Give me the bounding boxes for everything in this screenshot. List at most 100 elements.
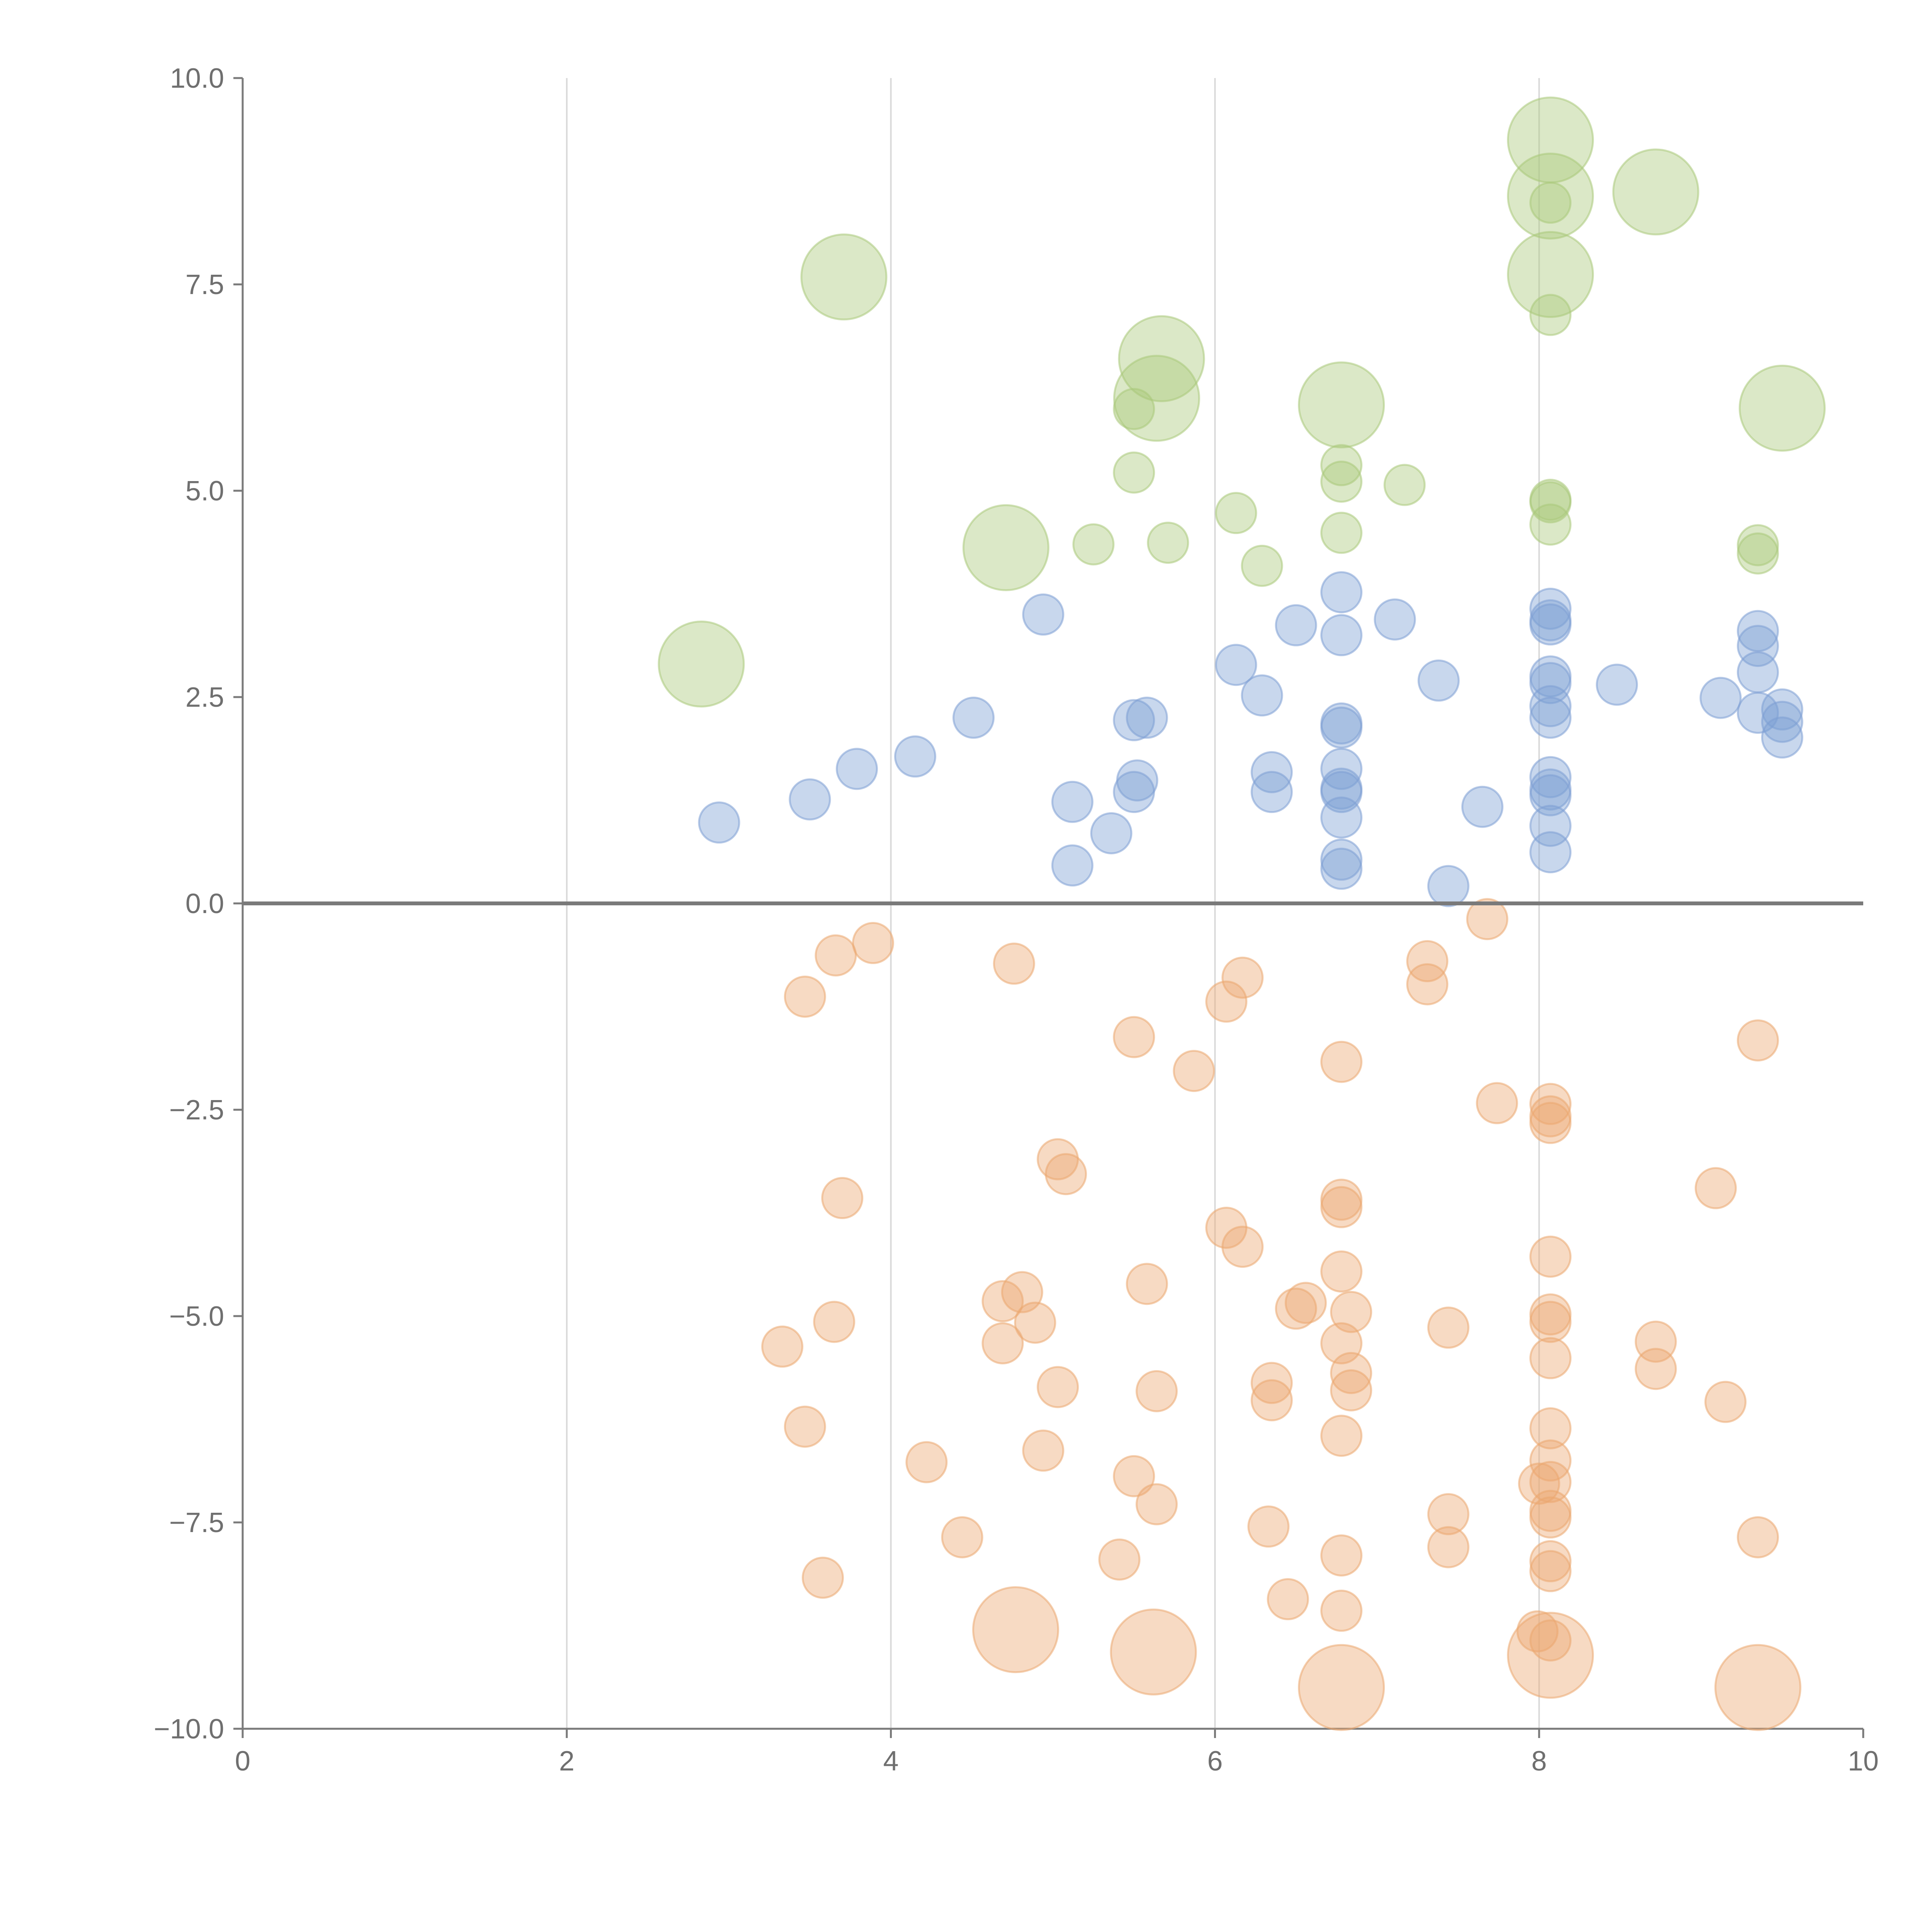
scatter-point-orange <box>784 1405 826 1448</box>
scatter-point-green <box>800 233 888 321</box>
scatter-point-orange <box>1014 1301 1056 1344</box>
scatter-point-orange <box>1476 1082 1518 1124</box>
scatter-point-orange <box>1529 1407 1572 1449</box>
scatter-point-orange <box>1320 1534 1363 1577</box>
scatter-point-blue <box>1529 662 1572 704</box>
scatter-point-orange <box>941 1516 983 1558</box>
scatter-point-green <box>1298 361 1385 449</box>
scatter-point-orange <box>1406 963 1449 1005</box>
scatter-point-green <box>1507 152 1594 240</box>
scatter-point-blue <box>1215 644 1257 686</box>
scatter-point-orange <box>1529 1337 1572 1379</box>
scatter-point-green <box>1113 451 1155 494</box>
y-tick-label: −5.0 <box>169 1301 224 1332</box>
scatter-point-green <box>1383 464 1426 506</box>
scatter-point-orange <box>1267 1578 1309 1621</box>
scatter-point-blue <box>952 696 995 739</box>
scatter-point-green <box>1529 503 1572 546</box>
scatter-point-orange <box>1704 1381 1747 1423</box>
scatter-point-green <box>1738 364 1826 452</box>
scatter-point-orange <box>1330 1352 1372 1394</box>
scatter-point-orange <box>815 934 857 977</box>
scatter-point-blue <box>894 735 937 778</box>
scatter-point-orange <box>1247 1505 1290 1548</box>
scatter-point-orange <box>1298 1644 1385 1731</box>
x-tick-label: 10 <box>1848 1746 1879 1777</box>
scatter-point-green <box>1529 294 1572 336</box>
scatter-point-green <box>1215 492 1257 534</box>
scatter-point-blue <box>1275 604 1317 646</box>
scatter-point-orange <box>1529 1540 1572 1582</box>
scatter-point-blue <box>1113 699 1155 742</box>
scatter-point-blue <box>1051 781 1094 823</box>
scatter-point-orange <box>1736 1019 1779 1062</box>
y-tick-label: 2.5 <box>185 682 224 713</box>
scatter-point-orange <box>1634 1348 1677 1390</box>
scatter-point-orange <box>1135 1370 1178 1412</box>
scatter-point-orange <box>1466 898 1509 940</box>
scatter-point-orange <box>1529 1619 1572 1662</box>
scatter-point-orange <box>1529 1496 1572 1539</box>
scatter-point-orange <box>1022 1429 1065 1472</box>
scatter-point-orange <box>1320 1250 1363 1293</box>
scatter-point-orange <box>1205 980 1248 1023</box>
scatter-point-orange <box>993 942 1035 985</box>
scatter-point-blue <box>1529 696 1572 739</box>
scatter-point-orange <box>1529 1550 1572 1592</box>
scatter-point-orange <box>905 1441 948 1483</box>
scatter-point-orange <box>1320 1041 1363 1083</box>
scatter-point-blue <box>836 748 878 790</box>
scatter-point-orange <box>1221 956 1264 999</box>
scatter-point-blue <box>1320 847 1363 890</box>
scatter-point-blue <box>1736 610 1779 652</box>
scatter-point-orange <box>821 1177 864 1219</box>
scatter-point-blue <box>1761 701 1803 743</box>
scatter-point-orange <box>1427 1306 1469 1349</box>
scatter-point-blue <box>1022 593 1065 636</box>
scatter-point-green <box>1241 544 1283 587</box>
scatter-point-green <box>1529 182 1572 224</box>
scatter-point-blue <box>1374 598 1416 641</box>
scatter-point-orange <box>1529 1301 1572 1343</box>
scatter-point-green <box>1113 355 1200 442</box>
scatter-point-orange <box>1507 1612 1594 1699</box>
scatter-point-green <box>658 621 745 708</box>
scatter-point-green <box>962 504 1049 591</box>
scatter-point-orange <box>852 922 894 964</box>
scatter-point-green <box>1320 444 1363 486</box>
scatter-point-orange <box>981 1322 1024 1364</box>
scatter-point-orange <box>1406 940 1449 983</box>
scatter-point-orange <box>1037 1138 1079 1180</box>
scatter-point-orange <box>784 975 826 1018</box>
scatter-point-orange <box>1529 1235 1572 1278</box>
scatter-point-orange <box>1320 1186 1363 1228</box>
scatter-point-blue <box>1529 603 1572 646</box>
scatter-point-orange <box>1113 1455 1155 1497</box>
scatter-point-orange <box>1250 1379 1293 1422</box>
x-tick-label: 4 <box>883 1746 899 1777</box>
scatter-point-blue <box>1126 696 1168 739</box>
scatter-point-orange <box>1529 1461 1572 1503</box>
scatter-point-blue <box>1113 771 1155 813</box>
y-tick-label: −2.5 <box>169 1095 224 1126</box>
scatter-point-orange <box>1135 1483 1178 1526</box>
scatter-point-orange <box>813 1301 855 1343</box>
scatter-point-green <box>1147 522 1189 564</box>
scatter-point-orange <box>1126 1263 1168 1305</box>
y-axis-ticks: 10.0 7.5 5.0 2.5 0.0 −2.5 −5.0 −7.5 −10.0 <box>154 63 243 1745</box>
scatter-point-green <box>1320 512 1363 554</box>
scatter-point-blue <box>1241 674 1283 717</box>
scatter-point-orange <box>1427 1526 1469 1568</box>
y-tick-label: 5.0 <box>185 476 224 507</box>
scatter-point-green <box>1320 461 1363 503</box>
scatter-point-blue <box>1529 756 1572 798</box>
scatter-point-orange <box>1221 1226 1264 1268</box>
scatter-point-orange <box>1736 1516 1779 1558</box>
scatter-point-blue <box>1051 844 1094 887</box>
scatter-point-green <box>1118 315 1205 402</box>
data-points <box>658 96 1826 1731</box>
scatter-point-orange <box>1113 1016 1155 1058</box>
series-blue <box>698 571 1803 907</box>
scatter-point-blue <box>1417 659 1460 702</box>
